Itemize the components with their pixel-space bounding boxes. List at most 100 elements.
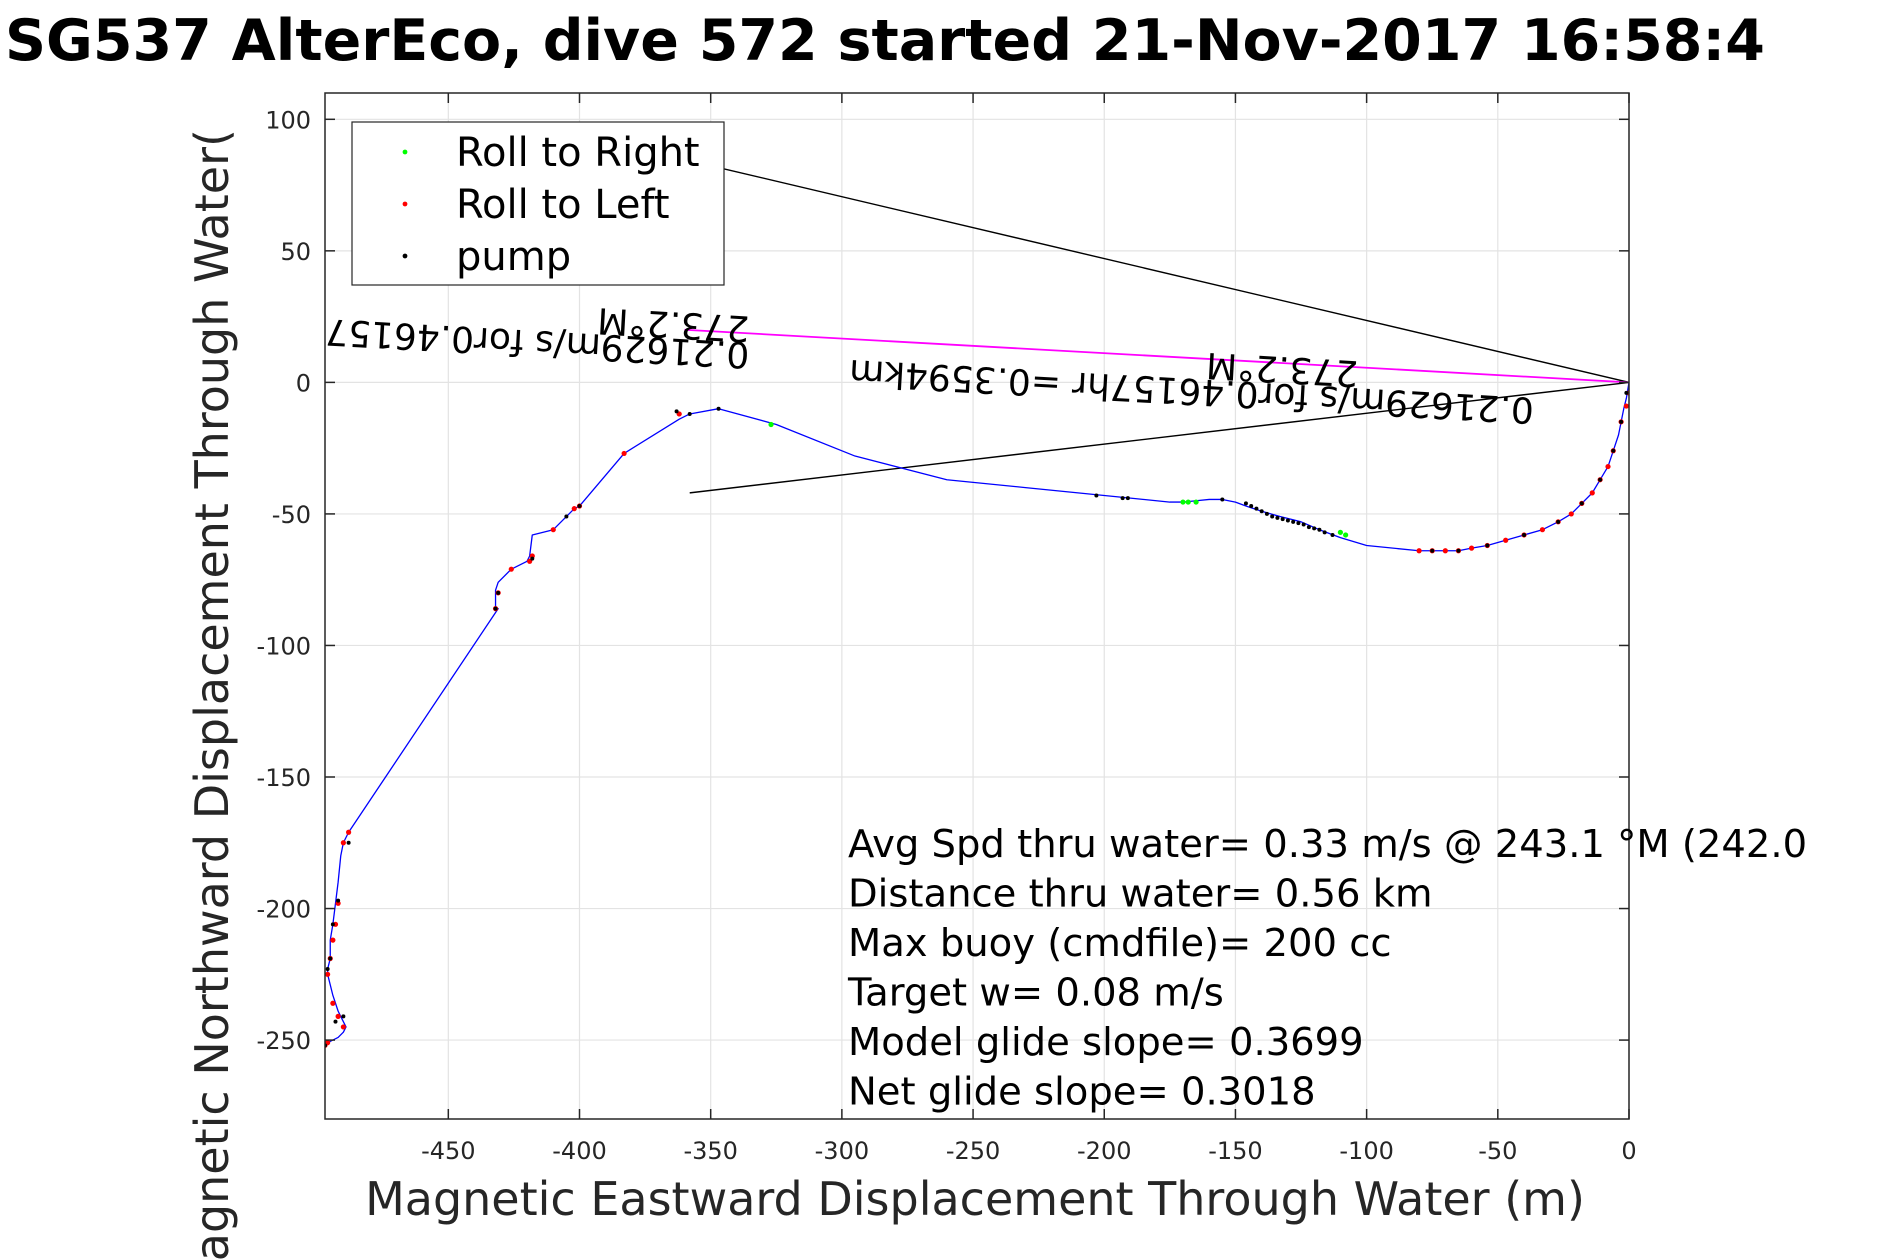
x-tick-label: -50 <box>1478 1137 1517 1165</box>
pump-point <box>1254 506 1259 511</box>
legend-label: Roll to Left <box>456 182 670 228</box>
roll-left-point <box>346 829 352 835</box>
x-tick-label: -350 <box>683 1137 737 1165</box>
pump-point <box>1322 530 1327 535</box>
stats-line: Max buoy (cmdfile)= 200 cc <box>848 921 1392 966</box>
roll-left-point <box>335 1013 341 1020</box>
roll-right-point <box>768 421 774 428</box>
pump-point <box>1317 527 1322 532</box>
roll-left-point <box>571 506 577 512</box>
roll-left-point <box>1623 403 1629 409</box>
x-tick-label: -450 <box>421 1137 475 1165</box>
legend-marker <box>402 253 408 259</box>
legend-label: pump <box>456 234 571 280</box>
roll-right-point <box>1343 532 1349 538</box>
roll-left-point <box>330 1000 336 1006</box>
pump-point <box>687 411 692 416</box>
pump-point <box>333 1019 338 1024</box>
pump-point <box>716 406 721 411</box>
x-tick-label: 0 <box>1621 1137 1636 1165</box>
roll-left-point <box>1589 490 1595 496</box>
stats-line: Avg Spd thru water= 0.33 m/s @ 243.1 °M … <box>848 822 1807 867</box>
y-tick-label: 50 <box>280 238 311 266</box>
pump-point <box>1522 532 1527 537</box>
chart-title: SG537 AlterEco, dive 572 started 21-Nov-… <box>5 8 1765 74</box>
pump-point <box>1120 496 1125 501</box>
pump-point <box>1285 518 1290 523</box>
pump-point <box>1291 519 1296 524</box>
pump-point <box>328 956 333 961</box>
roll-left-point <box>1503 537 1509 543</box>
roll-left-point <box>340 840 346 846</box>
pump-point <box>1306 525 1311 530</box>
x-tick-label: -400 <box>552 1137 606 1165</box>
legend-label: Roll to Right <box>456 130 700 176</box>
roll-left-point <box>508 566 514 572</box>
stats-text-block: Avg Spd thru water= 0.33 m/s @ 243.1 °M … <box>847 822 1807 1115</box>
roll-right-point <box>1337 529 1343 535</box>
x-tick-label: -300 <box>815 1137 869 1165</box>
pump-point <box>1330 532 1335 537</box>
roll-left-point <box>340 1024 346 1030</box>
heading-line <box>689 381 1629 494</box>
heading-line <box>692 160 1629 384</box>
pump-point <box>1624 390 1629 395</box>
pump-point <box>1243 501 1248 506</box>
pump-point <box>1430 548 1435 553</box>
pump-point <box>493 606 498 611</box>
pump-point <box>1485 543 1490 548</box>
roll-right-point <box>1180 499 1186 505</box>
axes <box>324 92 1630 1120</box>
roll-left-point <box>1539 527 1546 533</box>
pump-point <box>1296 521 1301 526</box>
roll-left-point <box>1442 548 1448 554</box>
pump-point <box>1312 526 1317 531</box>
pump-point <box>1125 496 1130 501</box>
roll-left-point <box>1605 463 1611 470</box>
pump-point <box>325 967 330 972</box>
pump-point <box>674 409 679 414</box>
roll-left-point <box>550 527 556 533</box>
pump-point <box>1094 493 1099 498</box>
pump-point <box>1301 522 1306 527</box>
pump-point <box>341 1014 346 1019</box>
legend-box <box>351 121 725 286</box>
stats-line: Target w= 0.08 m/s <box>847 971 1224 1016</box>
tick-labels: -450 -400 -350 -300 -250 -200 -150 -100 -50 0 100 5… <box>257 106 1637 1165</box>
pump-point <box>1456 548 1461 553</box>
grid <box>325 93 1630 1119</box>
roll-left-point <box>1416 548 1422 554</box>
pump-point <box>496 590 501 595</box>
pump-point <box>1556 519 1561 524</box>
pump-point <box>1619 419 1624 424</box>
roll-left-point <box>330 937 336 943</box>
pump-point <box>1264 511 1269 516</box>
pump-point <box>1275 515 1280 520</box>
pump-point <box>1270 514 1275 519</box>
pump-point <box>1280 517 1285 522</box>
axes-box <box>324 92 1630 1120</box>
x-tick-label: -200 <box>1077 1137 1131 1165</box>
current-vector-line <box>684 328 1629 384</box>
y-axis-label: Magnetic Northward Displacement Through … <box>185 129 239 1260</box>
y-tick-label: 100 <box>265 106 311 134</box>
pump-point <box>577 504 582 509</box>
y-tick-label: -50 <box>272 501 311 529</box>
legend-marker <box>402 149 408 155</box>
roll-left-point <box>1568 511 1574 517</box>
y-tick-label: -150 <box>257 764 311 792</box>
roll-left-point <box>621 450 627 457</box>
pump-point <box>336 898 341 903</box>
x-tick-label: -100 <box>1339 1137 1393 1165</box>
roll-left-point <box>1468 545 1475 551</box>
stats-line: Model glide slope= 0.3699 <box>848 1020 1364 1065</box>
pump-point <box>1220 497 1225 502</box>
vector-annotation: 273.2°M <box>596 299 750 348</box>
x-tick-label: -150 <box>1208 1137 1262 1165</box>
x-tick-label: -250 <box>946 1137 1000 1165</box>
y-tick-label: 0 <box>296 369 311 397</box>
stats-line: Net glide slope= 0.3018 <box>848 1070 1316 1115</box>
x-axis-label: Magnetic Eastward Displacement Through W… <box>365 1172 1585 1226</box>
pump-point <box>330 922 335 927</box>
